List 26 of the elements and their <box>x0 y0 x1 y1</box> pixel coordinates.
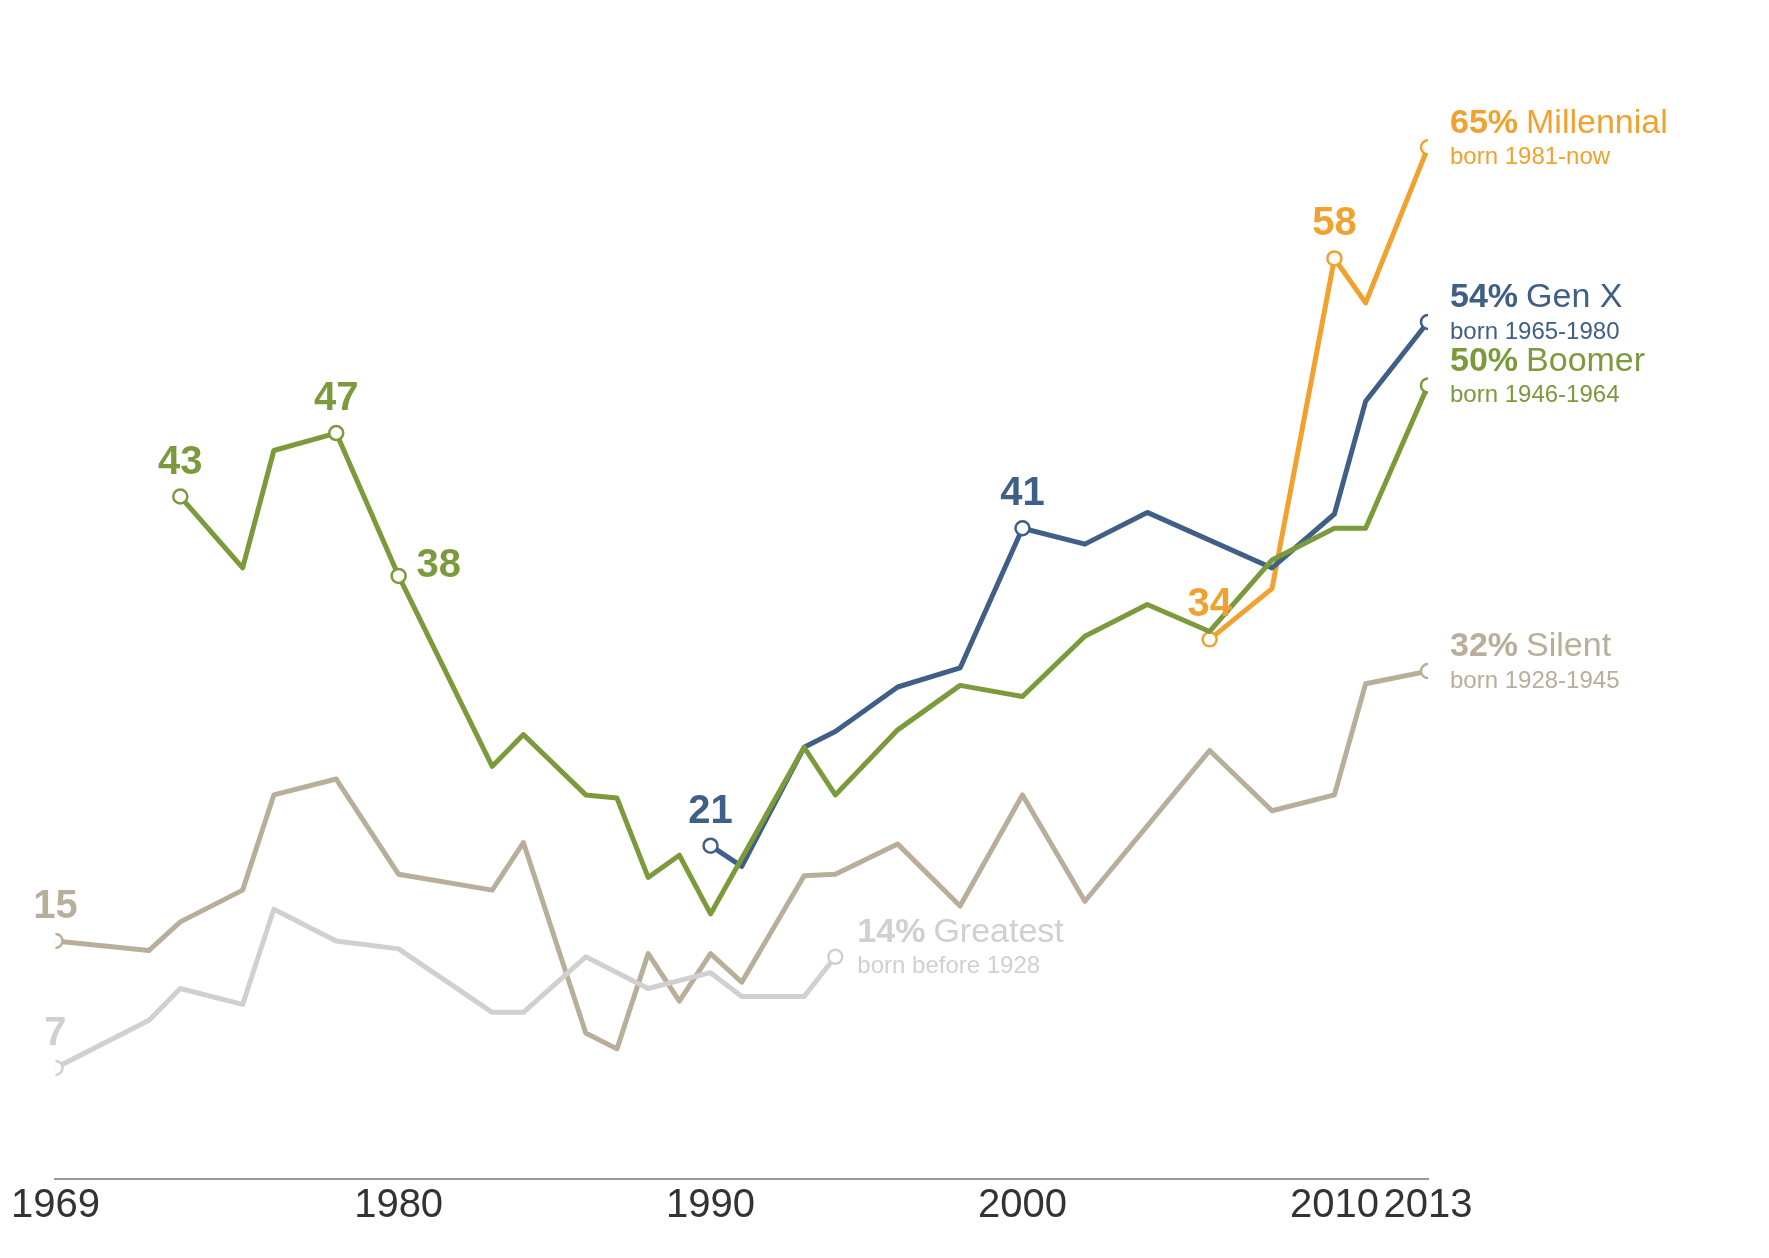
data-label: 41 <box>1000 469 1045 514</box>
data-label: 32% <box>1450 625 1519 664</box>
point <box>1014 520 1031 537</box>
text: born 1928-1945 <box>1450 665 1620 693</box>
x-tick-label: 2000 <box>977 1181 1067 1226</box>
point <box>390 567 407 585</box>
x-tick-label: 2010 <box>1289 1181 1379 1226</box>
data-label: 43 <box>158 437 203 482</box>
data-label: 21 <box>688 786 733 831</box>
text: Gen X <box>1526 276 1623 315</box>
text: born 1946-1964 <box>1450 380 1620 408</box>
x-tick-label: 1980 <box>354 1181 444 1226</box>
x-tick-label: 1969 <box>11 1181 100 1226</box>
data-label: 54% <box>1450 276 1519 315</box>
data-label: 34 <box>1187 580 1233 625</box>
data-label: 15 <box>33 881 78 926</box>
text: born 1981-now <box>1450 141 1611 169</box>
x-tick-label: 2013 <box>1383 1181 1473 1226</box>
data-label: 65% <box>1450 101 1519 140</box>
text: Silent <box>1526 625 1612 664</box>
data-label: 58 <box>1312 199 1357 244</box>
data-label: 38 <box>416 540 462 585</box>
data-label: 47 <box>313 374 359 419</box>
x-tick-label: 1990 <box>666 1181 756 1226</box>
text: Millennial <box>1526 101 1668 140</box>
point <box>702 837 719 854</box>
